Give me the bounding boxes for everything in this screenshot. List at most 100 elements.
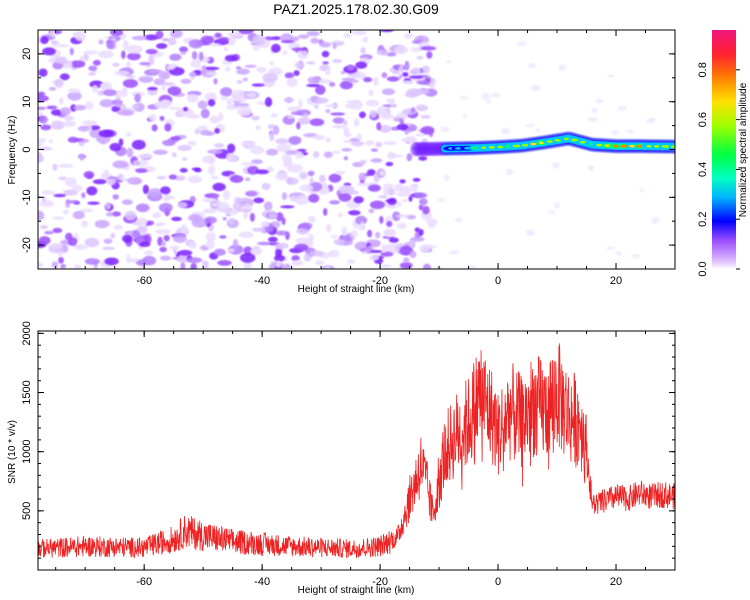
spectrogram-noise-blob [501, 127, 510, 135]
spectrogram-noise-blob [131, 103, 139, 109]
spectrogram-noise-blob [362, 36, 369, 43]
spectrogram-noise-blob [387, 197, 397, 206]
spectrogram-noise-blob [72, 210, 85, 220]
spectrogram-noise-blob [415, 104, 428, 112]
spectrogram-noise-blob [369, 254, 380, 261]
spectrogram-noise-blob [276, 143, 292, 153]
spectrogram-noise-blob [73, 264, 82, 269]
spectrogram-noise-layer [38, 30, 659, 269]
spectrogram-noise-blob [168, 174, 178, 180]
spectrogram-noise-blob [460, 95, 469, 100]
spectrogram-noise-blob [238, 231, 254, 239]
spectrogram-noise-blob [392, 70, 401, 75]
spectrogram-noise-blob [341, 226, 348, 236]
spectrogram-noise-blob [296, 227, 310, 235]
spectrogram-noise-blob [57, 163, 74, 168]
spectrogram-noise-blob [396, 222, 407, 230]
spectrogram-noise-blob [328, 250, 340, 258]
spectrogram-noise-blob [87, 201, 100, 205]
spectrogram-y-tick-label: -20 [21, 237, 33, 253]
spectrogram-noise-blob [84, 237, 100, 248]
spectrogram-noise-blob [65, 200, 80, 204]
spectrogram-noise-blob [587, 116, 598, 123]
colorbar-tick-label: 0.8 [697, 62, 709, 77]
spectrogram-noise-blob [524, 123, 535, 127]
spectrogram-noise-blob [70, 60, 86, 68]
spectrogram-noise-blob [416, 55, 424, 60]
spectrogram-noise-blob [363, 77, 373, 83]
signal-peak [512, 144, 522, 148]
spectrogram-noise-blob [220, 95, 228, 101]
spectrogram-noise-blob [309, 177, 314, 184]
spectrogram-noise-blob [219, 87, 233, 97]
spectrogram-noise-blob [50, 109, 63, 116]
spectrogram-noise-blob [594, 98, 604, 104]
spectrogram-noise-blob [403, 257, 410, 263]
spectrogram-noise-blob [617, 105, 627, 111]
spectrogram-noise-blob [552, 162, 560, 169]
spectrogram-noise-blob [126, 52, 141, 61]
spectrogram-noise-blob [236, 80, 243, 84]
spectrogram-noise-blob [298, 98, 303, 109]
spectrogram-noise-blob [250, 146, 265, 155]
snr-y-tick-label: 1500 [21, 380, 33, 404]
spectrogram-noise-blob [153, 149, 168, 155]
spectrogram-noise-blob [308, 215, 316, 223]
spectrogram-noise-blob [381, 244, 387, 253]
spectrogram-noise-blob [332, 59, 342, 64]
spectrogram-noise-blob [236, 103, 250, 107]
spectrogram-noise-blob [52, 227, 63, 234]
spectrogram-noise-blob [239, 252, 256, 263]
spectrogram-noise-blob [380, 251, 394, 257]
spectrogram-noise-blob [260, 220, 270, 228]
spectrogram-noise-blob [554, 202, 560, 209]
spectrogram-noise-blob [225, 66, 231, 72]
spectrogram-noise-blob [288, 135, 302, 145]
spectrogram-noise-blob [247, 165, 259, 175]
signal-peak [613, 144, 619, 148]
spectrogram-noise-blob [369, 249, 383, 253]
spectrogram-noise-blob [345, 100, 361, 104]
spectrogram-noise-blob [204, 92, 218, 102]
spectrogram-noise-blob [319, 41, 332, 48]
spectrogram-noise-blob [201, 64, 207, 75]
spectrogram-noise-blob [322, 61, 329, 65]
spectrogram-noise-blob [177, 249, 193, 256]
spectrogram-noise-blob [606, 246, 616, 250]
spectrogram-noise-blob [222, 217, 227, 221]
spectrogram-noise-blob [368, 208, 375, 214]
spectrogram-noise-blob [226, 97, 233, 106]
spectrogram-noise-blob [394, 45, 409, 55]
spectrogram-noise-blob [347, 259, 356, 264]
spectrogram-noise-blob [282, 50, 288, 55]
spectrogram-noise-blob [38, 210, 45, 221]
spectrogram-noise-blob [379, 264, 392, 268]
signal-peak [579, 140, 587, 144]
spectrogram-noise-blob [378, 124, 392, 133]
spectrogram-noise-blob [116, 110, 133, 116]
spectrogram-noise-blob [113, 224, 123, 230]
spectrogram-noise-blob [155, 30, 164, 39]
spectrogram-noise-blob [436, 198, 446, 202]
spectrogram-noise-blob [218, 112, 224, 122]
spectrogram-noise-blob [222, 189, 231, 200]
spectrogram-noise-blob [209, 43, 221, 47]
spectrogram-noise-blob [60, 264, 67, 269]
spectrogram-noise-blob [381, 88, 396, 96]
spectrogram-noise-blob [334, 170, 346, 175]
spectrogram-noise-blob [283, 97, 295, 103]
spectrogram-noise-blob [112, 194, 119, 200]
spectrogram-noise-blob [51, 261, 59, 269]
spectrogram-noise-blob [207, 99, 216, 107]
spectrogram-noise-blob [291, 255, 300, 262]
spectrogram-noise-blob [53, 193, 67, 198]
spectrogram-noise-blob [410, 107, 416, 114]
spectrogram-noise-blob [468, 265, 478, 269]
spectrogram-noise-blob [440, 126, 450, 133]
spectrogram-noise-blob [64, 115, 75, 121]
spectrogram-noise-blob [249, 212, 255, 222]
spectrogram-noise-blob [106, 178, 116, 186]
spectrogram-noise-blob [299, 184, 314, 192]
spectrogram-noise-blob [419, 198, 428, 206]
spectrogram-noise-blob [151, 212, 162, 219]
